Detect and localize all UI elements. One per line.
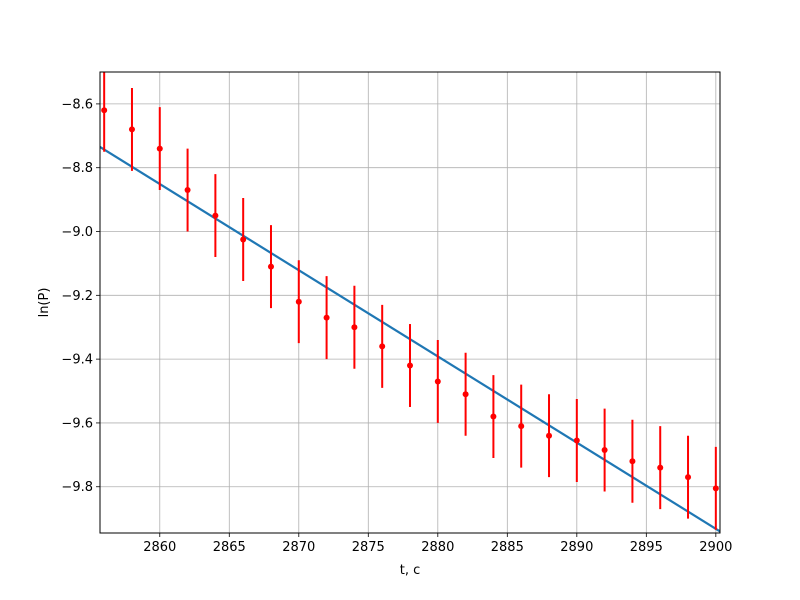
data-point — [657, 464, 664, 471]
data-point — [156, 145, 163, 152]
x-axis-label: t, c — [400, 563, 421, 578]
plot-area-frame — [99, 71, 721, 534]
y-tick-label: −8.6 — [61, 97, 93, 112]
data-point — [462, 391, 469, 398]
data-point — [490, 413, 497, 420]
y-tick-label: −8.8 — [61, 161, 93, 176]
x-tick-label: 2890 — [560, 540, 593, 555]
data-point — [212, 212, 219, 219]
y-axis-ticks: −8.6 −8.8 −9.0 −9.2 −9.4 −9.6 −9.8 — [61, 97, 100, 495]
data-point — [351, 324, 358, 331]
x-tick-label: 2885 — [491, 540, 524, 555]
x-axis-ticks: 2860 2865 2870 2875 2880 2885 2890 2895 2900 — [143, 533, 732, 555]
y-tick-label: −9.8 — [61, 480, 93, 495]
data-point — [184, 187, 191, 194]
data-point — [407, 362, 413, 369]
x-tick-label: 2860 — [143, 540, 176, 555]
y-axis-label: ln(P) — [37, 288, 52, 318]
data-point — [323, 314, 330, 321]
x-tick-label: 2875 — [352, 540, 385, 555]
data-point — [573, 437, 580, 444]
y-tick-label: −9.4 — [61, 353, 93, 368]
data-point — [295, 298, 302, 305]
x-tick-label: 2880 — [421, 540, 454, 555]
data-point — [101, 107, 108, 114]
y-tick-label: −9.6 — [61, 416, 93, 431]
data-point — [379, 343, 386, 350]
data-point — [546, 432, 553, 439]
data-point — [685, 474, 692, 481]
x-tick-label: 2900 — [699, 540, 732, 555]
data-point — [267, 263, 274, 270]
data-point — [518, 423, 525, 430]
x-tick-label: 2870 — [282, 540, 315, 555]
data-point-layer — [101, 107, 719, 492]
data-point — [434, 378, 441, 385]
y-tick-label: −9.0 — [61, 225, 93, 240]
data-point — [601, 447, 608, 454]
x-tick-label: 2895 — [630, 540, 663, 555]
data-point — [712, 485, 719, 492]
data-point — [240, 236, 247, 243]
x-tick-label: 2865 — [213, 540, 246, 555]
data-point — [629, 458, 636, 465]
data-point — [128, 126, 135, 133]
y-tick-label: −9.2 — [61, 289, 93, 304]
